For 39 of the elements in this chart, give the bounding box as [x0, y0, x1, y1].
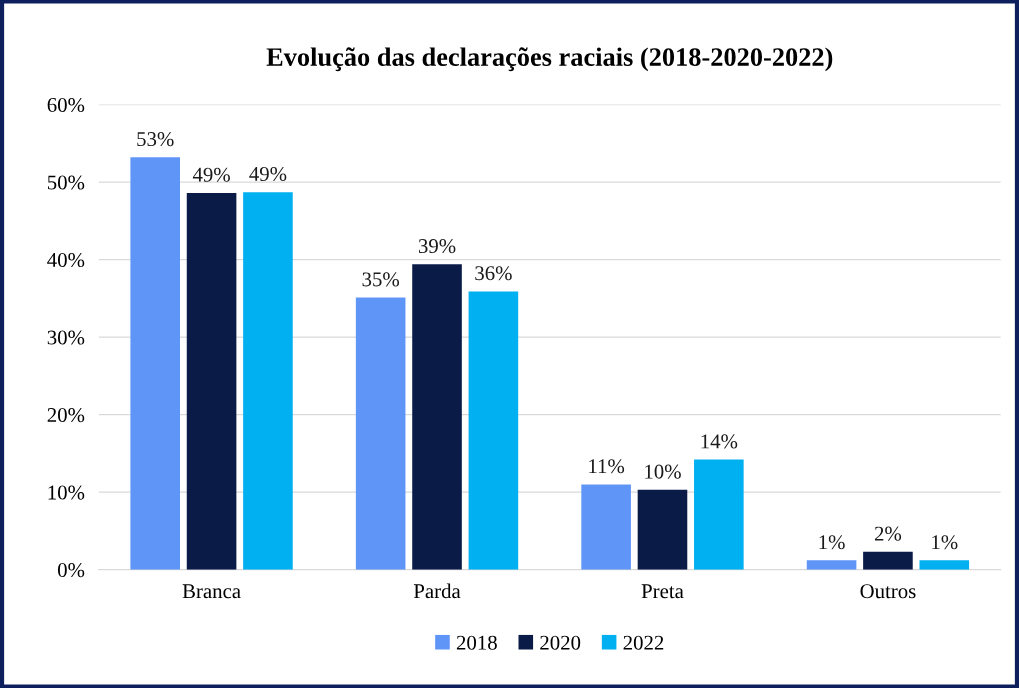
- x-tick-label: Parda: [413, 583, 461, 599]
- chart-title: Evolução das declarações raciais (2018-2020-2022): [266, 47, 833, 72]
- x-tick-label: Outros: [860, 584, 916, 599]
- bar: [637, 489, 688, 570]
- data-label: 35%: [362, 272, 400, 287]
- y-tick-label: 60%: [47, 97, 85, 113]
- x-tick-label: Branca: [182, 584, 241, 599]
- x-tick-label: Preta: [641, 584, 684, 599]
- y-tick-label: 0%: [57, 563, 85, 578]
- y-tick-label: 50%: [47, 175, 85, 190]
- bar: [130, 157, 181, 570]
- bar: [863, 551, 913, 570]
- data-label: 1%: [819, 535, 845, 550]
- data-label: 53%: [137, 132, 174, 147]
- y-tick-label: 30%: [47, 330, 85, 345]
- data-label: 1%: [932, 535, 958, 550]
- legend-label: 2020: [540, 635, 581, 650]
- data-label: 36%: [475, 266, 512, 281]
- y-tick-label: 10%: [48, 485, 85, 500]
- y-tick-label: 40%: [47, 252, 85, 268]
- bar: [468, 291, 519, 570]
- legend-label: 2022: [623, 635, 664, 650]
- bar: [243, 192, 293, 570]
- bar: [355, 297, 406, 570]
- bar: [581, 484, 631, 570]
- data-label: 11%: [589, 459, 625, 474]
- data-label: 14%: [701, 434, 738, 449]
- bar: [919, 560, 970, 570]
- bar: [186, 192, 237, 570]
- data-label: 10%: [645, 464, 681, 479]
- data-label: 49%: [192, 167, 230, 182]
- data-label: 49%: [249, 166, 287, 182]
- data-label: 2%: [874, 526, 902, 541]
- legend-label: 2018: [456, 635, 497, 650]
- bar: [806, 560, 857, 570]
- data-label: 39%: [418, 239, 456, 254]
- bar: [412, 264, 462, 570]
- y-tick-label: 20%: [47, 408, 85, 423]
- bar: [694, 459, 744, 570]
